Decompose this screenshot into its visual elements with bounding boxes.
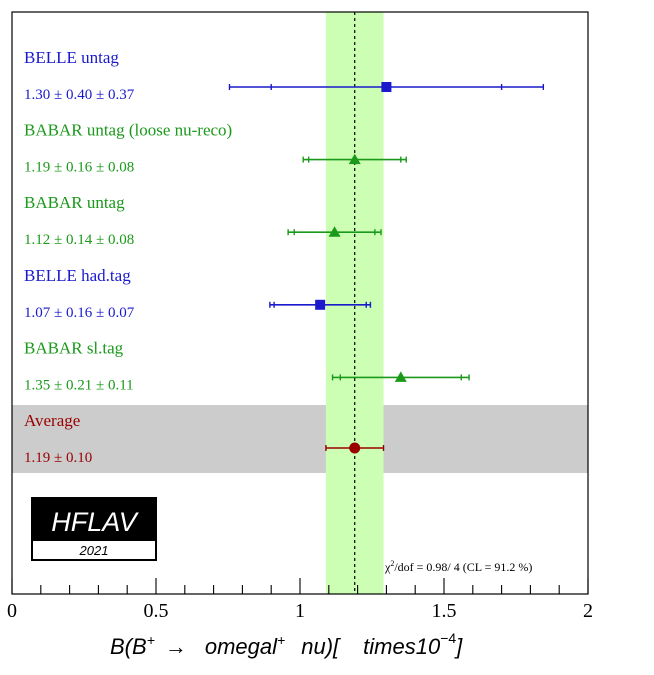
xlabel-tail: nu)[ [301,634,341,659]
measurement-value-text: 1.30 ± 0.40 ± 0.37 [24,87,135,103]
measurement-value-text: 1.19 ± 0.16 ± 0.08 [24,160,134,176]
x-axis-label: B(B+ → omegal+ nu)[times10−4] [110,630,463,659]
hflav-logo-year: 2021 [79,543,109,558]
xlabel-prefix: B(B [110,634,147,659]
xlabel-sup2: + [277,632,285,648]
hflav-logo: HFLAV 2021 [31,497,157,561]
square-marker [315,299,326,310]
square-marker [381,82,392,92]
xlabel-times: times10 [363,634,441,659]
average-row: Average 1.19 ± 0.10 [24,411,385,466]
measurement-value-text: 1.35 ± 0.21 ± 0.11 [24,377,134,393]
triangle-marker [328,226,341,237]
measurement-name: BABAR sl.tag [24,338,124,357]
measurement-row: BABAR sl.tag 1.35 ± 0.21 ± 0.11 [24,338,470,393]
chi2-superscript: 2 [390,559,394,568]
measurement-row: BABAR untag 1.12 ± 0.14 ± 0.08 [24,193,382,248]
measurement-name: BABAR untag (loose nu-reco) [24,121,232,140]
measurement-name: BELLE untag [24,48,119,67]
x-tick-label: 1 [295,600,305,622]
chi2-text: /dof = 0.98/ 4 (CL = 91.2 %) [394,560,532,574]
xlabel-sup1: + [147,632,155,648]
chi2-summary: χ2/dof = 0.98/ 4 (CL = 91.2 %) [384,559,532,574]
average-value-text: 1.19 ± 0.10 [24,450,92,466]
xlabel-sup3: −4 [440,630,456,646]
xlabel-close: ] [454,634,463,659]
x-tick-label: 1.5 [432,600,457,622]
circle-marker [349,442,361,454]
hflav-logo-title: HFLAV [51,507,140,537]
measurement-row: BABAR untag (loose nu-reco) 1.19 ± 0.16 ±… [24,121,407,176]
triangle-marker [394,371,407,382]
measurement-name: BABAR untag [24,193,125,212]
average-row-background [12,405,588,473]
measurement-row: BELLE had.tag 1.07 ± 0.16 ± 0.07 [24,266,372,321]
chi2-symbol: χ [384,560,391,574]
average-name: Average [24,411,80,430]
xlabel-arrow: → [165,634,187,659]
x-tick-label: 0 [7,600,17,622]
triangle-marker [348,153,361,165]
hflav-logo-year-panel [33,541,155,559]
xlabel-decay: omegal [205,634,278,659]
measurement-row: BELLE untag 1.30 ± 0.40 ± 0.37 [24,48,545,103]
x-tick-label: 0.5 [144,600,169,622]
measurement-value-text: 1.07 ± 0.16 ± 0.07 [24,305,135,321]
measurement-value-text: 1.12 ± 0.14 ± 0.08 [24,232,134,248]
measurement-name: BELLE had.tag [24,266,131,285]
x-tick-label: 2 [583,600,593,622]
